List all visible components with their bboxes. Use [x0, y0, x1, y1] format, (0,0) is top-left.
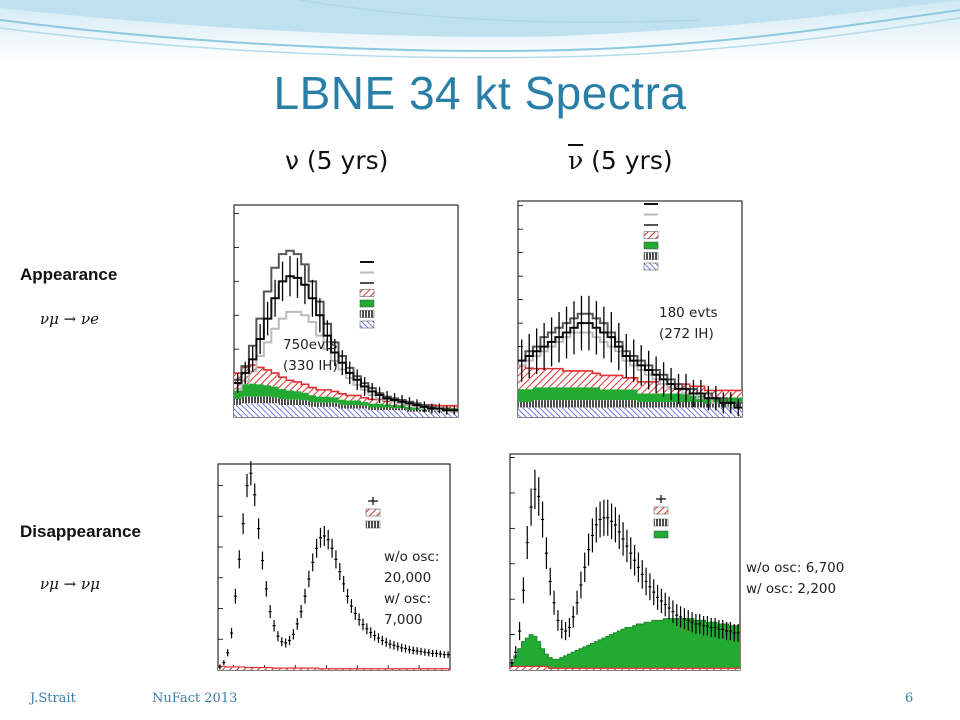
antineutrino-years: (5 yrs) [583, 146, 673, 175]
stack-nutau-cc [234, 396, 458, 412]
bkgd-outline [510, 618, 740, 664]
legend-swatch [643, 241, 659, 250]
signal-dcp0-line [518, 322, 742, 409]
panel-nue-spectrum [200, 183, 465, 438]
stack-beam-nue [234, 403, 458, 417]
column-heading-antineutrino: ν (5 yrs) [568, 146, 673, 175]
slide-title: LBNE 34 kt Spectra [273, 67, 687, 119]
note-disappearance-nubar: w/o osc: 6,700 w/ osc: 2,200 [746, 560, 845, 597]
row-label-appearance: Appearance [20, 265, 118, 284]
legend-swatch [365, 508, 381, 517]
stack-numu-cc-bkgd [510, 618, 740, 670]
legend-swatch [365, 520, 381, 529]
legend-swatch [643, 231, 659, 239]
column-heading-neutrino: ν (5 yrs) [285, 146, 389, 175]
numubar-spectrum-chart [509, 453, 741, 671]
nuebar-spectrum-chart [517, 200, 743, 418]
header-banner [0, 0, 960, 60]
panel-numubar-spectrum [476, 440, 760, 690]
numu-spectrum-chart [217, 461, 451, 671]
nue-spectrum-chart [233, 204, 459, 418]
footer-conference: NuFact 2013 [152, 691, 238, 706]
antineutrino-symbol: ν [568, 146, 584, 175]
stack-beam-nue [518, 407, 742, 417]
footer-page-number: 6 [905, 691, 914, 706]
note-appearance-nu: 750evts (330 IH) [283, 337, 338, 374]
nc-outline [518, 365, 742, 392]
panel-numu-spectrum [176, 440, 458, 690]
legend-swatch [643, 252, 659, 260]
nc-outline [218, 665, 450, 670]
stack-nc [218, 666, 450, 670]
disappearance-reaction: νμ → νμ [40, 575, 100, 593]
legend-swatch [359, 299, 375, 308]
nc-outline [510, 665, 740, 669]
note-appearance-nubar: 180 evts (272 IH) [659, 305, 718, 342]
footer-author: J.Strait [30, 691, 76, 706]
signal-dcp-m90-line [234, 249, 458, 412]
legend-swatch [653, 518, 669, 527]
legend-swatch [653, 506, 669, 515]
legend-swatch [653, 530, 669, 539]
signal-dcp90-line [518, 331, 742, 409]
row-label-disappearance: Disappearance [20, 522, 141, 541]
legend-swatch [359, 289, 375, 297]
stack-nc [510, 666, 740, 670]
legend-swatch [359, 320, 375, 329]
note-disappearance-nu: w/o osc: 20,000 w/ osc: 7,000 [384, 549, 440, 628]
legend-swatch [359, 310, 375, 318]
appearance-reaction: νμ → νe [40, 310, 99, 328]
legend-swatch [643, 262, 659, 271]
panel-nuebar-spectrum [484, 183, 759, 438]
